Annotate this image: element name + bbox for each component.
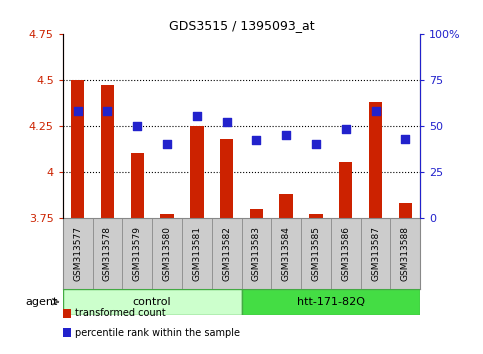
Text: GSM313582: GSM313582 [222,225,231,281]
Text: GSM313583: GSM313583 [252,225,261,281]
Point [133,123,141,129]
Point [193,114,201,119]
Bar [130,153,144,218]
Point [163,141,171,147]
Text: htt-171-82Q: htt-171-82Q [297,297,365,307]
Point [282,132,290,138]
Text: GSM313578: GSM313578 [103,225,112,281]
Bar [250,209,263,218]
Text: GSM313584: GSM313584 [282,225,291,281]
Point [223,119,230,125]
Point [253,138,260,143]
Text: GSM313587: GSM313587 [371,225,380,281]
Point [372,108,380,114]
Bar [71,80,85,218]
Point [401,136,409,141]
Text: GSM313579: GSM313579 [133,225,142,281]
Bar [339,162,353,218]
Bar [242,289,420,315]
Text: transformed count: transformed count [75,308,166,318]
Point [74,108,82,114]
Bar [398,203,412,218]
Text: GSM313577: GSM313577 [73,225,82,281]
Bar [309,214,323,218]
Text: GSM313586: GSM313586 [341,225,350,281]
Text: agent: agent [26,297,58,307]
Bar [160,214,174,218]
Bar [63,289,242,315]
Text: control: control [133,297,171,307]
Bar [280,194,293,218]
Bar [190,126,203,218]
Text: GSM313585: GSM313585 [312,225,320,281]
Text: GSM313580: GSM313580 [163,225,171,281]
Title: GDS3515 / 1395093_at: GDS3515 / 1395093_at [169,19,314,33]
Bar [220,138,233,218]
Point [342,126,350,132]
Text: GSM313588: GSM313588 [401,225,410,281]
Point [312,141,320,147]
Bar [101,85,114,218]
Text: GSM313581: GSM313581 [192,225,201,281]
Text: percentile rank within the sample: percentile rank within the sample [75,328,240,338]
Bar [369,102,382,218]
Point [104,108,112,114]
